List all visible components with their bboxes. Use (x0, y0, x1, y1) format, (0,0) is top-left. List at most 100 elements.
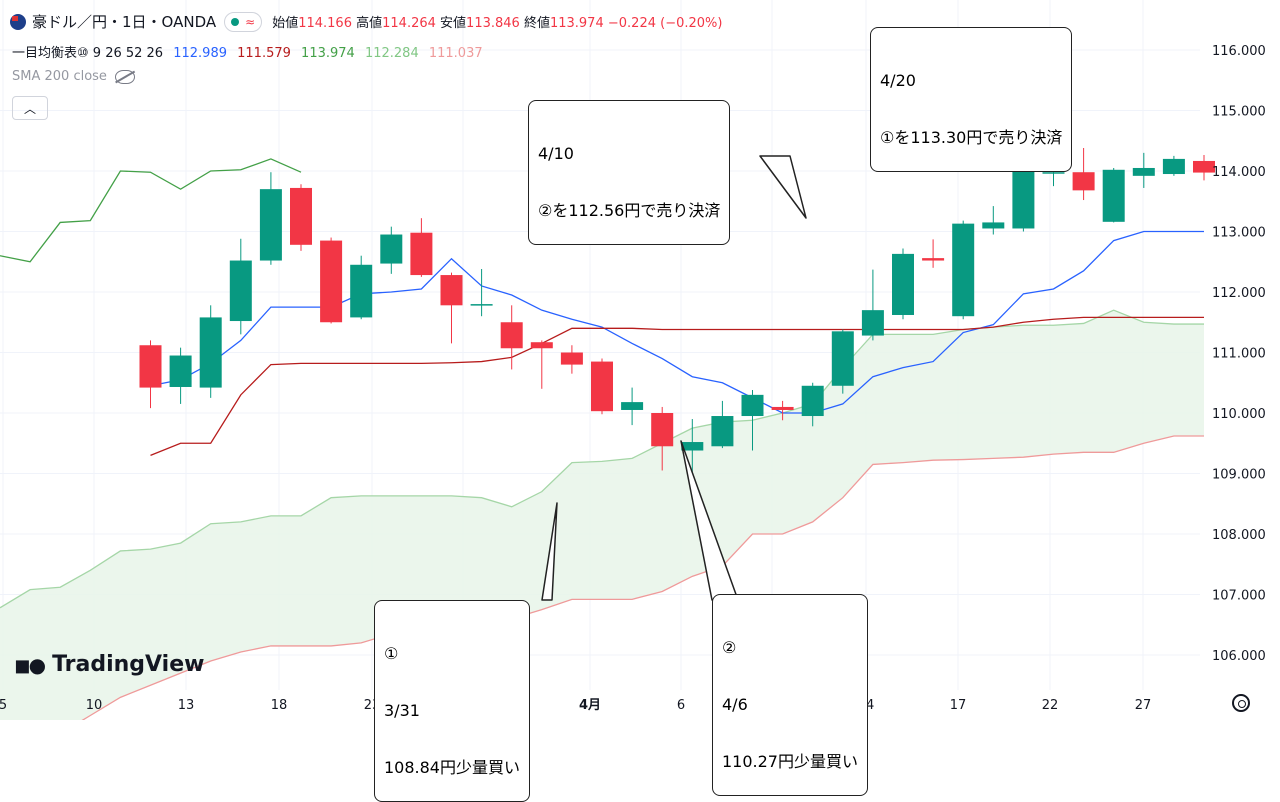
candle-up (952, 223, 975, 317)
price-axis: 116.000 115.000 114.000 113.000 112.000 111.0… (1212, 44, 1266, 664)
price-tick-label: 107.000 (1212, 589, 1266, 604)
candle-up (621, 402, 644, 410)
market-status-pill[interactable]: ≈ (224, 11, 263, 32)
callout-sell-1: 4/20 ①を113.30円で売り決済 (870, 27, 1073, 172)
tradingview-logo: ◼● TradingView (14, 652, 204, 677)
price-tick-label: 116.000 (1212, 44, 1266, 59)
time-tick-label: 13 (178, 698, 195, 713)
candle-up (982, 222, 1005, 229)
candle-down (320, 240, 343, 323)
candle-down (922, 258, 945, 261)
price-tick-label: 115.000 (1212, 105, 1266, 120)
brand-name: TradingView (52, 652, 205, 677)
callout-line: 110.27円少量買い (722, 752, 858, 771)
time-tick-label: 10 (86, 698, 103, 713)
price-tick-label: 112.000 (1212, 286, 1266, 301)
senkou-span-a-line (0, 309, 1204, 609)
time-axis: 510131823264月6914172227 (0, 698, 1151, 713)
senkou-span-b-line (81, 435, 1204, 720)
candle-down (591, 361, 613, 412)
candle-up (470, 304, 493, 306)
callout-line: 4/20 (880, 71, 916, 90)
low-value: 113.846 (466, 16, 520, 31)
callout-buy-2: ② 4/6 110.27円少量買い (712, 594, 868, 796)
callout-line: ②を112.56円で売り決済 (538, 201, 721, 220)
kijun-value: 111.579 (237, 46, 291, 61)
candle-up (350, 264, 373, 318)
close-label: 終値 (523, 16, 550, 31)
candle-up (169, 355, 192, 387)
callout-line: 108.84円少量買い (384, 758, 520, 777)
candle-down (290, 187, 312, 245)
market-open-dot-icon (231, 17, 240, 26)
high-label: 高値 (356, 16, 383, 31)
candle-down (410, 232, 433, 276)
high-value: 114.264 (382, 16, 436, 31)
callout-buy-1: ① 3/31 108.84円少量買い (374, 600, 530, 802)
callout-line: ① (384, 644, 399, 663)
candle-down (530, 342, 553, 349)
price-tick-label: 106.000 (1212, 649, 1266, 664)
sma-label: SMA 200 close (12, 69, 107, 84)
price-tick-label: 111.000 (1212, 347, 1266, 362)
cloud-fill (0, 310, 1204, 720)
price-tick-label: 110.000 (1212, 407, 1266, 422)
tenkan-value: 112.989 (173, 46, 227, 61)
pointer-sell-2 (759, 155, 807, 219)
time-tick-label: 6 (677, 698, 685, 713)
tradingview-mark-icon: ◼● (14, 652, 46, 677)
gear-icon[interactable] (1232, 694, 1250, 712)
candle-down (1072, 172, 1095, 191)
symbol-title[interactable]: 豪ドル／円・1日・OANDA (32, 13, 217, 31)
candle-down (651, 413, 674, 447)
span-a-value: 112.284 (364, 46, 419, 61)
eye-off-icon[interactable] (114, 69, 135, 84)
chikou-span-line (0, 158, 302, 263)
ichimoku-label: 一目均衡表⑩ 9 26 52 26 (12, 46, 164, 61)
low-label: 安値 (440, 16, 467, 31)
candle-up (741, 394, 764, 417)
candle-up (861, 310, 884, 336)
candle-up (1162, 158, 1185, 175)
candle-up (259, 189, 282, 261)
time-tick-label: 18 (271, 698, 288, 713)
candle-up (892, 253, 914, 315)
candle-up (1132, 167, 1155, 176)
time-tick-label: 27 (1135, 698, 1152, 713)
callout-line: ② (722, 638, 737, 657)
candle-down (440, 275, 463, 306)
callout-line: ①を113.30円で売り決済 (880, 128, 1063, 147)
candle-up (831, 331, 854, 386)
callout-line: 4/6 (722, 695, 748, 714)
ohlc-readout: 始値114.166 高値114.264 安値113.846 終値113.974 … (272, 12, 722, 31)
price-tick-label: 108.000 (1212, 528, 1266, 543)
candle-up (1042, 172, 1065, 174)
time-tick-label: 5 (0, 698, 7, 713)
kijun-sen-line (150, 316, 1204, 456)
callout-line: 3/31 (384, 701, 420, 720)
candle-down (1193, 160, 1215, 173)
candle-down (560, 352, 583, 365)
chevron-up-icon: ︿ (23, 101, 36, 116)
span-b-value: 111.037 (428, 46, 483, 61)
collapse-legend-button[interactable]: ︿ (12, 96, 48, 120)
ichimoku-legend[interactable]: 一目均衡表⑩ 9 26 52 26 112.989 111.579 113.97… (12, 42, 489, 61)
ichimoku-cloud (0, 310, 1204, 720)
sma-legend[interactable]: SMA 200 close (12, 69, 135, 84)
candlesticks (139, 148, 1215, 487)
candle-up (380, 234, 403, 264)
australia-flag-icon (10, 13, 26, 30)
open-label: 始値 (272, 16, 299, 31)
candle-up (199, 317, 222, 388)
candle-down (139, 345, 162, 388)
time-tick-label: 22 (1042, 698, 1059, 713)
candle-up (229, 260, 252, 322)
time-tick-label: 17 (950, 698, 967, 713)
chikou-value: 113.974 (301, 46, 355, 61)
candle-up (1102, 169, 1125, 222)
price-tick-label: 114.000 (1212, 165, 1266, 180)
price-tick-label: 113.000 (1212, 226, 1266, 241)
callout-line: 4/10 (538, 144, 574, 163)
candle-up (681, 442, 704, 451)
candle-down (771, 406, 794, 410)
